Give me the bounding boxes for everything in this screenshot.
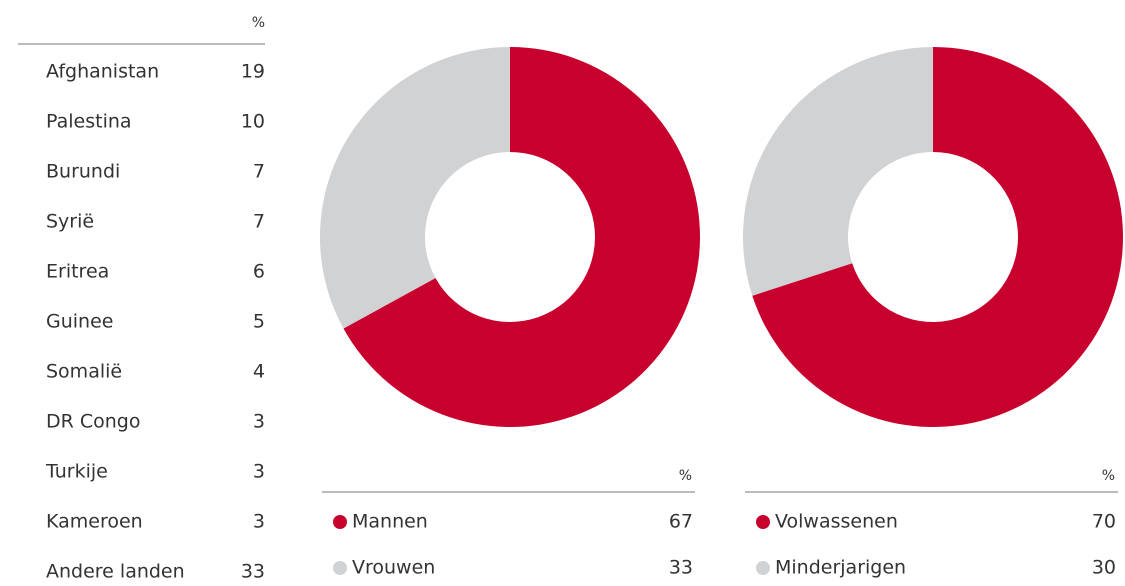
country-value: 3: [253, 411, 265, 433]
legend-label: Vrouwen: [352, 557, 435, 579]
country-name: Somalië: [46, 361, 122, 383]
country-name: Eritrea: [46, 261, 109, 283]
country-value: 3: [253, 511, 265, 533]
legend-value: 67: [669, 511, 693, 533]
country-value: 7: [253, 211, 265, 233]
unit-header: %: [679, 468, 692, 484]
country-name: Turkije: [45, 461, 108, 483]
country-name: Burundi: [46, 161, 120, 183]
country-name: Afghanistan: [46, 61, 159, 83]
country-value: 33: [241, 561, 265, 583]
country-name: Kameroen: [46, 511, 143, 533]
country-value: 10: [241, 111, 265, 133]
country-value: 7: [253, 161, 265, 183]
legend-dot: [333, 561, 347, 575]
legend-dot: [756, 561, 770, 575]
country-name: Syrië: [46, 211, 94, 233]
legend-value: 33: [669, 557, 693, 579]
legend-value: 70: [1092, 511, 1116, 533]
country-name: Palestina: [46, 111, 132, 133]
country-name: Andere landen: [46, 561, 185, 583]
unit-header: %: [252, 15, 265, 31]
country-name: Guinee: [46, 311, 113, 333]
legend-value: 30: [1092, 557, 1116, 579]
country-value: 5: [253, 311, 265, 333]
unit-header: %: [1102, 468, 1115, 484]
country-value: 19: [241, 61, 265, 83]
donut-segment: [343, 47, 701, 427]
country-name: DR Congo: [46, 411, 141, 433]
donut-segment: [743, 47, 933, 296]
country-value: 4: [253, 361, 265, 383]
country-value: 6: [253, 261, 265, 283]
donut-segment: [320, 47, 510, 329]
legend-dot: [333, 515, 347, 529]
donut-segment: [752, 47, 1124, 427]
legend-dot: [756, 515, 770, 529]
country-value: 3: [253, 461, 265, 483]
legend-label: Mannen: [352, 511, 428, 533]
legend-label: Volwassenen: [775, 511, 898, 533]
legend-label: Minderjarigen: [775, 557, 906, 579]
